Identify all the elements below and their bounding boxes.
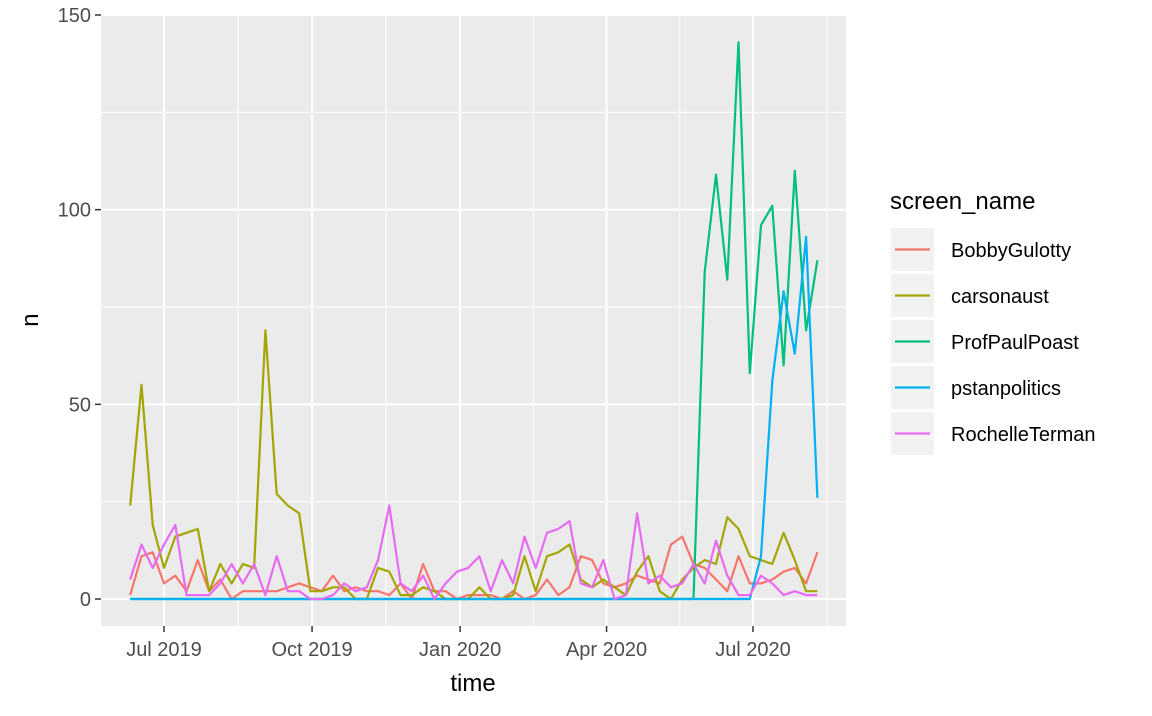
legend-label: BobbyGulotty [951, 240, 1071, 262]
legend-label: pstanpolitics [951, 378, 1061, 400]
y-tick-label: 100 [58, 200, 91, 222]
legend-label: RochelleTerman [951, 424, 1096, 446]
minor-gridlines [101, 15, 846, 626]
series-line-pstanpolitics [130, 235, 819, 601]
y-tick-label: 150 [58, 5, 91, 27]
y-axis: 0 50 100 150 [58, 5, 101, 611]
series-lines [129, 41, 819, 601]
y-tick-label: 0 [80, 589, 91, 611]
legend: screen_name BobbyGulotty carsonaust ProfPa… [890, 188, 1096, 455]
legend-label: ProfPaulPoast [951, 332, 1079, 354]
series-line-carsonaust [129, 329, 818, 601]
series-line-RochelleTerman [129, 504, 818, 601]
series-line-BobbyGulotty [129, 535, 819, 601]
legend-title: screen_name [890, 188, 1035, 215]
y-tick-label: 50 [69, 394, 91, 416]
legend-label: carsonaust [951, 286, 1049, 308]
x-axis-title: time [450, 670, 495, 697]
y-axis-title: n [17, 313, 44, 326]
x-tick-label: Jul 2020 [715, 639, 791, 661]
x-axis: Jul 2019 Oct 2019 Jan 2020 Apr 2020 Jul 2020 [126, 626, 791, 661]
x-tick-label: Jan 2020 [419, 639, 501, 661]
x-tick-label: Apr 2020 [566, 639, 647, 661]
x-tick-label: Oct 2019 [271, 639, 352, 661]
plot-panel [101, 15, 846, 626]
x-tick-label: Jul 2019 [126, 639, 202, 661]
